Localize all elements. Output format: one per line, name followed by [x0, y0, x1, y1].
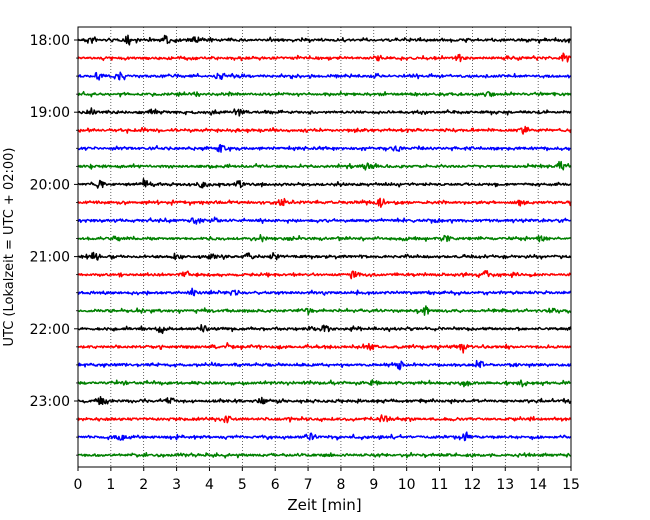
x-tick-label: 2	[139, 477, 148, 493]
seismic-trace-1930	[77, 143, 572, 153]
x-tick-label: 9	[369, 477, 378, 493]
x-tick-label: 13	[496, 477, 514, 493]
seismic-trace-2045	[77, 234, 572, 243]
seismic-trace-1845	[77, 90, 572, 98]
seismic-trace-2015	[77, 197, 572, 208]
seismic-trace-1900	[77, 107, 572, 117]
seismic-trace-2315	[77, 414, 572, 424]
y-axis: 18:00 19:00 20:00 21:00 22:00 23:00	[30, 33, 78, 456]
x-tick-label: 7	[304, 477, 313, 493]
y-tick-label: 23:00	[30, 394, 70, 410]
x-tick-label: 15	[562, 477, 580, 493]
y-tick-label: 19:00	[30, 105, 70, 121]
seismic-trace-2030	[77, 216, 572, 225]
x-tick-label: 0	[74, 477, 83, 493]
x-tick-label: 11	[431, 477, 449, 493]
seismic-trace-2145	[77, 305, 572, 316]
seismic-trace-1915	[77, 125, 572, 135]
x-tick-label: 3	[172, 477, 181, 493]
seismic-trace-2000	[77, 178, 572, 189]
seismic-trace-2245	[77, 379, 572, 388]
x-tick-label: 4	[205, 477, 214, 493]
seismic-trace-2100	[77, 251, 572, 261]
seismic-trace-1830	[77, 71, 572, 81]
seismic-trace-1815	[77, 52, 572, 63]
seismic-trace-2330	[77, 431, 572, 442]
seismic-trace-2300	[77, 396, 572, 406]
x-tick-label: 5	[238, 477, 247, 493]
y-tick-label: 22:00	[30, 322, 70, 338]
x-axis: 0 1 2 3 4 5 6 7 8 9 10 11 12 13 14 15	[74, 467, 580, 493]
grid-layer	[110, 27, 539, 467]
seismic-trace-2130	[77, 287, 572, 297]
seismic-trace-1800	[77, 34, 572, 46]
x-tick-label: 8	[336, 477, 345, 493]
y-tick-label: 18:00	[30, 33, 70, 49]
seismic-trace-2230	[77, 359, 572, 371]
x-tick-label: 6	[271, 477, 280, 493]
seismic-trace-2200	[77, 324, 572, 335]
plot-frame	[77, 26, 572, 468]
x-tick-label: 1	[106, 477, 115, 493]
y-axis-label: UTC (Lokalzeit = UTC + 02:00)	[2, 148, 17, 347]
x-tick-label: 12	[463, 477, 481, 493]
seismic-trace-2345	[77, 451, 572, 459]
x-tick-label: 14	[529, 477, 547, 493]
trace-layer	[77, 34, 572, 459]
x-axis-label: Zeit [min]	[287, 496, 361, 514]
y-tick-label: 21:00	[30, 250, 70, 266]
y-tick-label: 20:00	[30, 177, 70, 193]
seismic-trace-2215	[77, 342, 572, 354]
seismic-trace-2115	[77, 270, 572, 280]
x-tick-label: 10	[398, 477, 416, 493]
seismic-trace-1945	[77, 160, 572, 171]
